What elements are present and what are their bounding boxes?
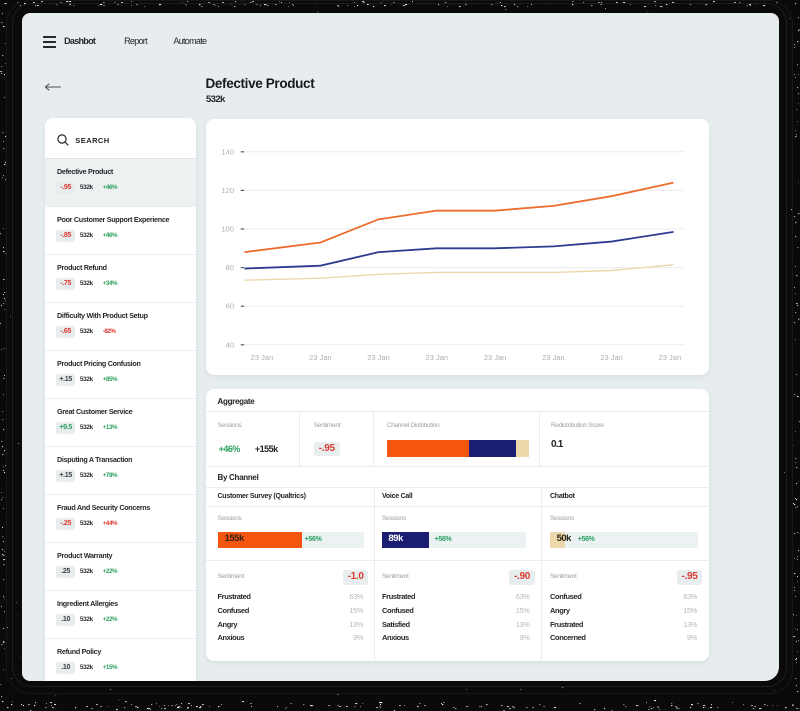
svg-text:23 Jan: 23 Jan	[542, 352, 565, 361]
svg-text:140: 140	[221, 147, 234, 156]
svg-text:23 Jan: 23 Jan	[658, 352, 681, 361]
svg-text:23 Jan: 23 Jan	[309, 352, 332, 361]
svg-text:100: 100	[221, 224, 234, 233]
svg-text:120: 120	[221, 185, 234, 194]
svg-text:40: 40	[225, 340, 233, 349]
svg-text:23 Jan: 23 Jan	[425, 352, 448, 361]
svg-text:23 Jan: 23 Jan	[483, 352, 506, 361]
svg-text:23 Jan: 23 Jan	[250, 352, 273, 361]
svg-text:80: 80	[225, 263, 233, 272]
svg-text:60: 60	[225, 301, 233, 310]
svg-text:23 Jan: 23 Jan	[600, 352, 623, 361]
svg-text:23 Jan: 23 Jan	[367, 352, 390, 361]
